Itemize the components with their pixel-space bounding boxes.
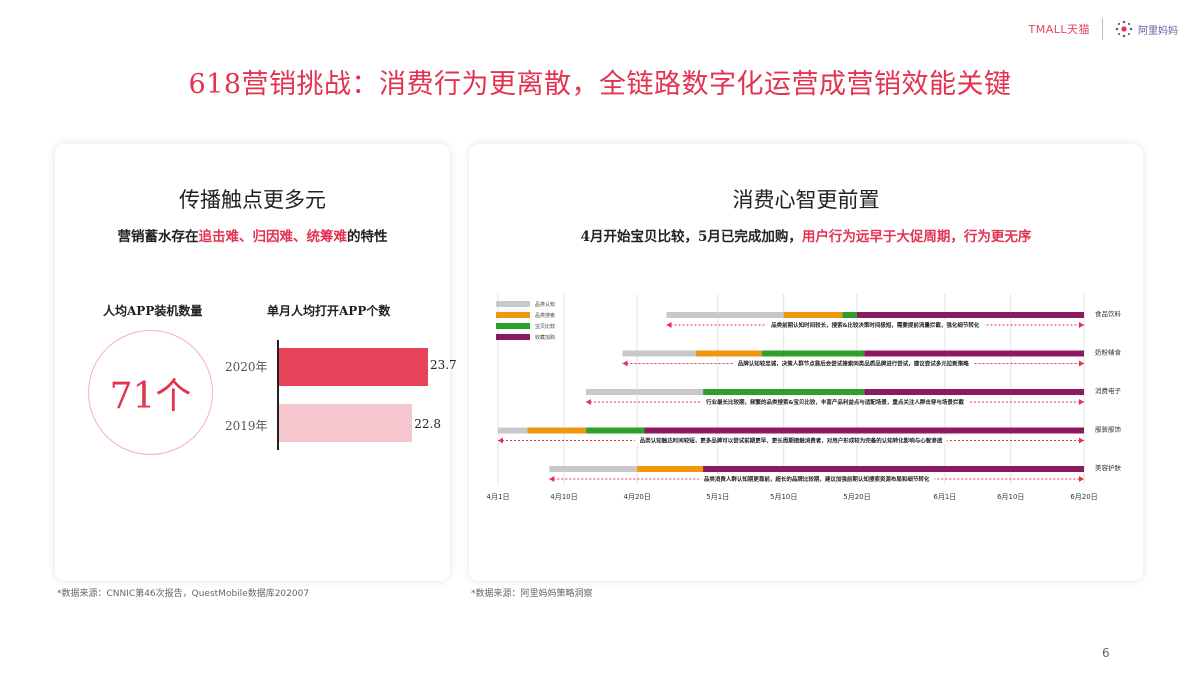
- app-open-label: 单月人均打开APP个数: [267, 304, 391, 318]
- value-label-2019: 22.8: [414, 417, 441, 431]
- row-note: 品类消费人群认知期更靠前，超长的品牌比较期，建议加强前期认知搜索资源布局和细节转…: [704, 475, 930, 483]
- timeline-segment: [637, 466, 704, 472]
- arrow-head-left: [666, 322, 672, 328]
- arrow-head-left: [585, 399, 591, 405]
- timeline-segment: [703, 466, 1084, 472]
- legend-swatch: [496, 323, 530, 329]
- legend-label: 品类认知: [535, 301, 555, 308]
- logo-bar: TMALL天猫 阿里妈妈: [1028, 16, 1178, 42]
- timeline-segment: [666, 312, 784, 318]
- row-note-background: [732, 358, 974, 368]
- right-source-note: *数据来源：阿里妈妈策略洞察: [471, 589, 593, 599]
- legend-swatch: [496, 334, 530, 340]
- year-label-2019: 2019年: [225, 419, 268, 433]
- arrow-head-left: [549, 476, 555, 482]
- app-install-value: 71个: [109, 375, 192, 417]
- bar-chart-axis: [277, 340, 279, 450]
- left-source-note: *数据来源：CNNIC第46次报告，QuestMobile数据库202007: [57, 589, 310, 599]
- touchpoints-card-subtitle: 营销蓄水存在追击难、归因难、统筹难的特性: [55, 225, 450, 245]
- x-tick-label: 5月20日: [843, 493, 870, 501]
- row-note: 行业最长比较期，频繁的品类搜索&宝贝比较，丰富产品利益点与适配场景，重点关注人群…: [705, 398, 964, 406]
- legend-label: 宝贝比较: [535, 323, 555, 330]
- timeline-segment: [842, 312, 857, 318]
- legend-swatch: [496, 301, 530, 307]
- timeline-segment: [498, 427, 528, 434]
- timeline-segment: [864, 350, 1084, 357]
- timeline-segment: [864, 389, 1084, 395]
- timeline-segment: [695, 350, 762, 357]
- page-title: 618营销挑战：消费行为更离散，全链路数字化运营成营销效能关键: [188, 69, 1012, 100]
- subtitle-highlight: 用户行为远早于大促周期，行为更无序: [801, 229, 1032, 245]
- x-tick-label: 5月1日: [706, 493, 729, 501]
- x-tick-label: 4月20日: [623, 493, 650, 501]
- row-category-label: 美容护肤: [1095, 463, 1122, 472]
- consumer-mind-card-subtitle: 4月开始宝贝比较，5月已完成加购，用户行为远早于大促周期，行为更无序: [469, 225, 1143, 245]
- timeline-segment: [527, 427, 586, 434]
- tmall-logo: TMALL天猫: [1028, 23, 1090, 36]
- alimama-icon: [1115, 20, 1133, 38]
- row-note: 品类前期认知时间较长，搜索&比较决策时间极短，需要提前流量拦截，强化细节转化: [771, 321, 980, 329]
- page-number: 6: [1102, 646, 1110, 660]
- row-category-label: 服装服饰: [1095, 425, 1122, 434]
- row-note-background: [701, 397, 969, 406]
- year-label-2020: 2020年: [225, 360, 268, 374]
- arrow-head-left: [498, 437, 503, 444]
- subtitle-post: 的特性: [347, 229, 388, 245]
- timeline-segment: [644, 427, 1084, 434]
- x-tick-label: 6月1日: [933, 493, 956, 501]
- consumer-mind-card-title: 消费心智更前置: [732, 188, 880, 212]
- x-tick-label: 4月1日: [487, 493, 510, 501]
- arrow-head-right: [1079, 476, 1084, 482]
- row-category-label: 奶粉辅食: [1095, 348, 1122, 357]
- arrow-head-left: [622, 360, 628, 367]
- x-tick-label: 6月20日: [1070, 493, 1097, 501]
- bar-2020: [279, 348, 428, 386]
- touchpoints-card-title: 传播触点更多元: [179, 188, 326, 212]
- row-note: 品牌认知较忠诚，决策人群节点靠后会尝试搜索同类品质品牌进行尝试，建议尝试多元拉新…: [738, 360, 970, 368]
- timeline-segment: [703, 389, 865, 395]
- alimama-logo: 阿里妈妈: [1115, 20, 1178, 38]
- app-install-label: 人均APP装机数量: [103, 304, 203, 318]
- row-note: 品类认知触达时间较短，更多品牌可以尝试前期更早、更长周期接触消费者，对用户形成较…: [640, 437, 943, 445]
- timeline-segment: [622, 350, 696, 357]
- legend-swatch: [496, 312, 530, 318]
- row-note-background: [766, 320, 985, 329]
- subtitle-pre: 营销蓄水存在: [117, 229, 199, 245]
- x-tick-label: 6月10日: [997, 493, 1024, 501]
- app-install-circle: 71个: [88, 330, 213, 455]
- subtitle-pre: 4月开始宝贝比较，5月已完成加购，: [580, 229, 802, 245]
- row-category-label: 消费电子: [1095, 386, 1122, 395]
- timeline-segment: [856, 312, 1084, 318]
- legend-label: 品类搜索: [535, 312, 555, 319]
- row-category-label: 食品饮料: [1095, 309, 1122, 318]
- arrow-head-right: [1079, 399, 1084, 405]
- legend-label: 收藏加购: [535, 334, 555, 341]
- shopping-timeline-chart: 4月1日 4月10日 4月20日 5月1日 5月10日 5月20日 6月1日 6月10日 6月2…: [487, 294, 1122, 501]
- x-tick-label: 5月10日: [770, 493, 797, 501]
- x-tick-label: 4月10日: [550, 493, 577, 501]
- alimama-logo-text: 阿里妈妈: [1138, 25, 1178, 37]
- timeline-segment: [783, 312, 843, 318]
- touchpoints-card: 传播触点更多元 营销蓄水存在追击难、归因难、统筹难的特性 人均APP装机数量 7…: [55, 144, 457, 581]
- bar-2019: [279, 404, 413, 442]
- value-label-2020: 23.7: [429, 358, 457, 372]
- arrow-head-right: [1079, 437, 1084, 444]
- consumer-mind-card: 消费心智更前置 4月开始宝贝比较，5月已完成加购，用户行为远早于大促周期，行为更…: [469, 144, 1143, 581]
- timeline-segment: [549, 466, 638, 472]
- logo-divider: [1102, 18, 1103, 40]
- timeline-segment: [585, 427, 645, 434]
- arrow-head-right: [1079, 322, 1084, 328]
- row-note-background: [698, 474, 935, 483]
- arrow-head-right: [1079, 360, 1084, 367]
- row-note-background: [634, 435, 948, 445]
- timeline-segment: [761, 350, 865, 357]
- timeline-segment: [585, 389, 704, 395]
- subtitle-highlight: 追击难、归因难、统筹难: [198, 229, 348, 245]
